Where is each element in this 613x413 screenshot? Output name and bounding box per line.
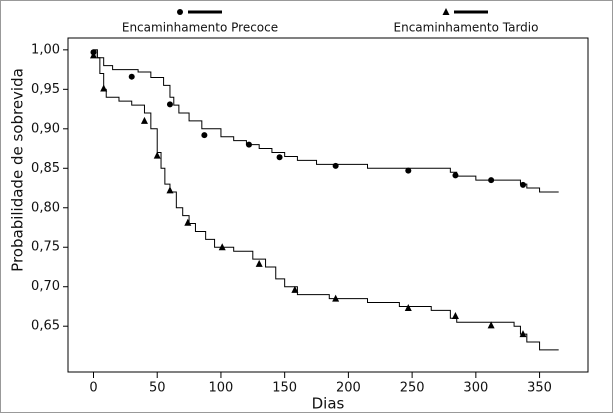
x-tick-label: 200 — [336, 381, 361, 396]
marker — [201, 132, 208, 139]
marker — [405, 167, 412, 174]
x-axis-title: Dias — [312, 395, 345, 413]
y-tick-label: 1,00 — [31, 42, 60, 57]
y-tick-label: 0,90 — [31, 121, 60, 136]
marker — [89, 51, 97, 59]
legend-label: Encaminhamento Tardio — [394, 21, 539, 35]
marker — [276, 154, 283, 161]
marker — [291, 285, 299, 293]
x-tick-label: 50 — [149, 381, 166, 396]
y-tick-label: 0,65 — [31, 319, 60, 334]
marker — [255, 259, 263, 267]
marker — [245, 141, 252, 148]
marker — [404, 304, 412, 312]
marker — [520, 181, 526, 188]
survival-line — [93, 49, 559, 193]
marker — [140, 116, 148, 124]
x-tick-label: 350 — [527, 381, 552, 396]
marker — [166, 101, 173, 108]
marker — [332, 294, 340, 302]
marker — [451, 311, 459, 319]
marker — [100, 84, 108, 92]
x-tick-label: 300 — [463, 381, 488, 396]
marker — [452, 172, 459, 179]
legend-label: Encaminhamento Precoce — [122, 21, 278, 35]
marker — [488, 177, 495, 184]
y-tick-label: 0,75 — [31, 240, 60, 255]
y-tick-label: 0,80 — [31, 200, 60, 215]
marker — [166, 186, 174, 194]
x-tick-label: 100 — [209, 381, 234, 396]
marker — [184, 218, 192, 226]
marker — [332, 162, 339, 169]
legend-marker — [177, 9, 183, 15]
y-axis-title: Probabilidade de sobrevida — [9, 68, 27, 272]
x-tick-label: 0 — [89, 381, 97, 396]
x-tick-label: 250 — [400, 381, 425, 396]
marker — [153, 151, 161, 159]
marker — [218, 243, 226, 251]
y-tick-label: 0,95 — [31, 82, 60, 97]
marker — [487, 321, 495, 329]
marker — [519, 330, 527, 338]
marker — [128, 73, 135, 80]
y-tick-label: 0,70 — [31, 279, 60, 294]
x-tick-label: 150 — [272, 381, 297, 396]
plot-area — [67, 37, 589, 373]
legend-marker — [442, 8, 450, 15]
y-tick-label: 0,85 — [31, 161, 60, 176]
survival-line — [93, 49, 559, 351]
